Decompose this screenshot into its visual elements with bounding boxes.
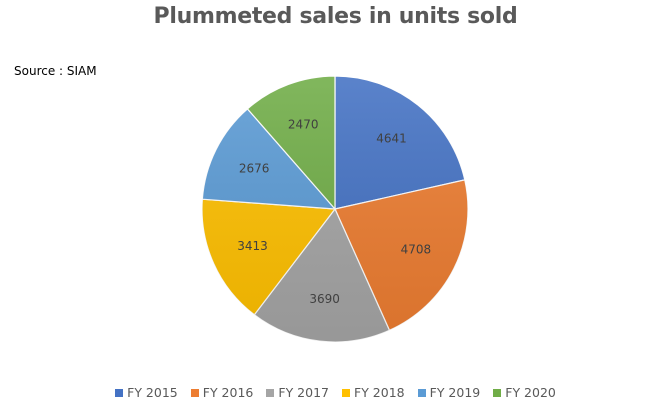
legend: FY 2015 FY 2016 FY 2017 FY 2018 FY 2019 …: [0, 385, 671, 400]
pie-data-labels: 4641 4708 3690 3413 2676 2470: [237, 117, 431, 305]
legend-label: FY 2018: [354, 385, 405, 400]
data-label: 3690: [309, 292, 340, 306]
legend-label: FY 2016: [202, 385, 254, 400]
data-label: 2470: [288, 117, 319, 131]
data-label: 4708: [401, 243, 432, 257]
legend-label: FY 2020: [505, 385, 556, 400]
chart-title: Plummeted sales in units sold: [153, 4, 518, 29]
legend-swatch-icon: [342, 388, 350, 397]
legend-item-fy2017[interactable]: FY 2017: [266, 385, 329, 400]
legend-item-fy2015[interactable]: FY 2015: [115, 385, 178, 400]
legend-item-fy2020[interactable]: FY 2020: [493, 385, 556, 400]
legend-swatch-icon: [417, 388, 426, 397]
legend-label: FY 2019: [429, 385, 481, 400]
legend-label: FY 2017: [278, 385, 329, 400]
data-label: 4641: [376, 131, 407, 145]
source-annotation: Source : SIAM: [14, 64, 97, 78]
legend-swatch-icon: [115, 388, 124, 397]
legend-swatch-icon: [266, 388, 275, 397]
legend-label: FY 2015: [127, 385, 178, 400]
data-label: 2676: [239, 162, 270, 176]
legend-item-fy2019[interactable]: FY 2019: [417, 385, 481, 400]
legend-item-fy2018[interactable]: FY 2018: [342, 385, 405, 400]
legend-swatch-icon: [493, 388, 502, 397]
legend-item-fy2016[interactable]: FY 2016: [190, 385, 254, 400]
legend-swatch-icon: [190, 388, 199, 397]
data-label: 3413: [237, 239, 268, 253]
